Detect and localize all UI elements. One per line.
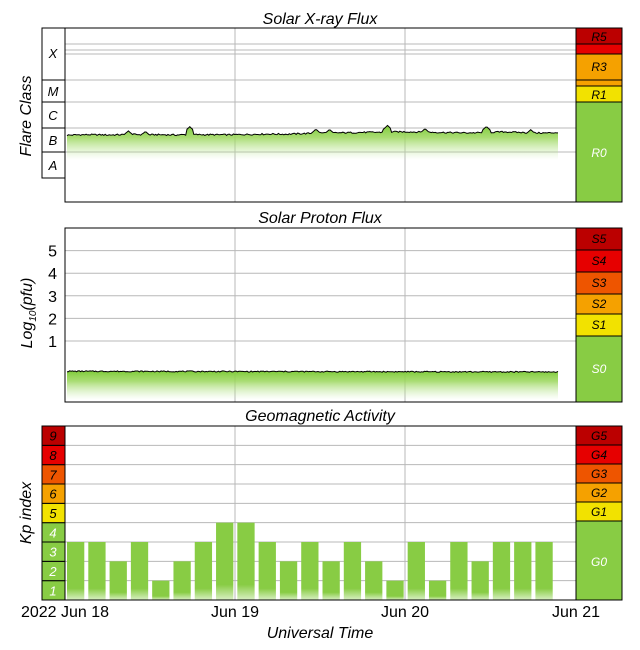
geomag-grid [65, 426, 576, 600]
r0-band [575, 101, 623, 203]
time-tick-jun21: Jun 21 [552, 604, 600, 621]
xray-flux-line [66, 124, 558, 137]
kp-bar [258, 542, 276, 600]
r0-label: R0 [591, 146, 607, 160]
xray-r-scale: R5 R3 R1 R0 [575, 27, 623, 203]
proton-ytick-label: 3 [48, 289, 57, 306]
proton-ytick-label: 5 [48, 244, 57, 261]
kp-bar [386, 580, 404, 600]
kp-bar [450, 542, 468, 600]
time-tick-jun18: 2022 Jun 18 [21, 604, 109, 621]
time-axis-title: Universal Time [267, 625, 374, 642]
xray-class-label-m: M [48, 84, 59, 99]
g0-band [575, 520, 623, 601]
proton-ytick-label: 2 [48, 311, 57, 328]
r2-band [575, 79, 623, 87]
g0-label: G0 [591, 555, 607, 569]
kp-bar [67, 542, 85, 600]
kp-bar [216, 522, 234, 600]
kp-bar [130, 542, 149, 600]
g3-label: G3 [591, 467, 607, 481]
s0-band [575, 335, 623, 403]
proton-title: Solar Proton Flux [258, 210, 383, 227]
kp-bar [237, 522, 255, 600]
s5-label: S5 [592, 232, 607, 246]
s0-label: S0 [592, 362, 607, 376]
kp-bar [301, 542, 319, 600]
kp-bar [152, 580, 170, 600]
proton-grid [65, 228, 576, 402]
kp-scale-label: 7 [49, 467, 57, 482]
kp-scale-label: 8 [49, 448, 57, 463]
kp-bar [88, 542, 106, 600]
geomag-title: Geomagnetic Activity [245, 408, 396, 425]
xray-class-label-c: C [48, 108, 58, 123]
proton-ytick-label: 4 [48, 266, 57, 283]
s3-label: S3 [592, 276, 607, 290]
proton-s-scale: S5 S4 S3 S2 S1 S0 [575, 227, 623, 403]
s2-label: S2 [592, 297, 607, 311]
kp-bar [343, 542, 362, 600]
xray-class-label-a: A [48, 158, 58, 173]
s4-label: S4 [592, 254, 607, 268]
xray-flux-series [66, 124, 558, 160]
kp-scale-label: 4 [49, 525, 56, 540]
kp-bar [365, 561, 383, 600]
time-tick-jun19: Jun 19 [211, 604, 259, 621]
kp-bar [492, 542, 511, 600]
s1-label: S1 [592, 318, 607, 332]
proton-ytick-labels: 1 2 3 4 5 [48, 244, 57, 351]
g4-label: G4 [591, 448, 607, 462]
kp-bar [514, 542, 532, 600]
kp-bar [535, 542, 553, 600]
kp-bar [428, 580, 447, 600]
kp-bars [67, 522, 553, 600]
kp-scale-label: 5 [49, 506, 57, 521]
r5-label: R5 [591, 30, 607, 44]
kp-bar [173, 561, 191, 600]
xray-class-labels: X M C B A [41, 27, 66, 179]
geomag-g-scale: G5 G4 G3 G2 G1 G0 [575, 425, 623, 601]
r3-band [575, 53, 623, 81]
kp-scale-label: 6 [49, 487, 57, 502]
proton-flux-fill [67, 370, 558, 400]
geomag-ylabel: Kp index [18, 481, 35, 544]
kp-bar [109, 561, 127, 600]
time-tick-jun20: Jun 20 [381, 604, 429, 621]
kp-scale-label: 2 [48, 564, 57, 579]
kp-scale-label: 1 [49, 583, 56, 598]
proton-ylabel-subscript: 10 [28, 310, 39, 322]
kp-scale-label: 9 [49, 429, 56, 444]
proton-flux-series [67, 370, 559, 400]
xray-class-label-x: X [48, 46, 59, 61]
proton-panel: Solar Proton Flux Log10(pfu) 1 2 3 4 5 S5 S4… [19, 210, 623, 403]
kp-bar [279, 561, 298, 600]
kp-bar [194, 542, 213, 600]
g5-label: G5 [591, 429, 607, 443]
kp-bar [407, 542, 425, 600]
xray-class-label-b: B [49, 133, 58, 148]
xray-title: Solar X-ray Flux [263, 11, 379, 28]
proton-ytick-label: 1 [48, 334, 57, 351]
g2-label: G2 [591, 486, 607, 500]
proton-ylabel-unit: (pfu) [19, 278, 36, 311]
r4-band [575, 43, 623, 55]
kp-bar [322, 561, 340, 600]
xray-panel: Solar X-ray Flux Flare Class X M C B A [18, 11, 623, 203]
kp-scale-label: 3 [49, 545, 57, 560]
r3-label: R3 [591, 60, 607, 74]
geomag-panel: Geomagnetic Activity Kp index 123456789 … [18, 408, 623, 601]
g1-label: G1 [591, 505, 607, 519]
xray-ylabel: Flare Class [18, 76, 35, 157]
proton-ylabel-base: Log [19, 322, 36, 349]
kp-bar [471, 561, 489, 600]
xray-flux-fill [67, 125, 558, 160]
proton-flux-line [67, 370, 559, 373]
r1-label: R1 [591, 88, 606, 102]
proton-ylabel: Log10(pfu) [19, 278, 39, 349]
kp-color-scale: 1 2 3 4 5 6 7 8 9 [41, 425, 66, 601]
time-axis: 2022 Jun 18 Jun 19 Jun 20 Jun 21 Univers… [21, 604, 600, 642]
